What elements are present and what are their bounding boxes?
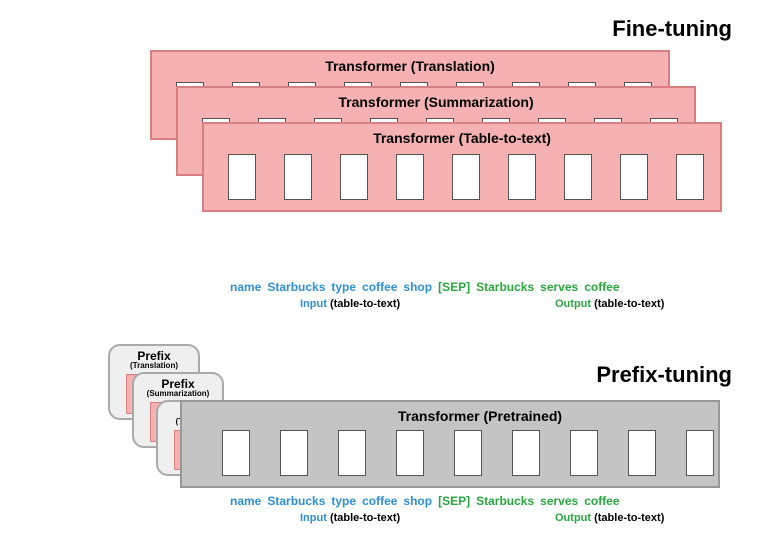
input-token: Starbucks xyxy=(267,494,325,508)
transformer-block-pretrained: Transformer (Pretrained) xyxy=(180,400,720,488)
input-token: type xyxy=(331,494,356,508)
transformer-block: Transformer (Table-to-text) xyxy=(202,122,722,212)
input-token: shop xyxy=(403,280,432,294)
transformer-slot xyxy=(228,154,256,200)
transformer-slot xyxy=(620,154,648,200)
output-task-2: (table-to-text) xyxy=(591,512,664,524)
transformer-slot xyxy=(512,430,540,476)
input-task-2: (table-to-text) xyxy=(327,512,400,524)
fine-tuning-title-text: Fine-tuning xyxy=(612,16,732,41)
input-caption-finetuning: Input (table-to-text) xyxy=(300,298,400,310)
output-label-2: Output xyxy=(555,512,591,524)
transformer-slot xyxy=(284,154,312,200)
output-caption-prefixtuning: Output (table-to-text) xyxy=(555,512,664,524)
sep-token: [SEP] xyxy=(438,494,470,508)
transformer-slot xyxy=(570,430,598,476)
input-token: coffee xyxy=(362,280,397,294)
input-label-2: Input xyxy=(300,512,327,524)
transformer-slot xyxy=(564,154,592,200)
output-token: serves xyxy=(540,494,578,508)
output-caption-finetuning: Output (table-to-text) xyxy=(555,298,664,310)
prefix-tuning-title: Prefix-tuning xyxy=(596,362,732,388)
transformer-slot xyxy=(452,154,480,200)
output-token: Starbucks xyxy=(476,494,534,508)
transformer-slot xyxy=(396,430,424,476)
sep-token: [SEP] xyxy=(438,280,470,294)
transformer-slot xyxy=(686,430,714,476)
input-token: type xyxy=(331,280,356,294)
input-token: Starbucks xyxy=(267,280,325,294)
input-token: name xyxy=(230,280,261,294)
input-token: shop xyxy=(403,494,432,508)
token-row-finetuning: name Starbucks type coffee shop [SEP] Starbuck… xyxy=(230,280,620,294)
transformer-block-title: Transformer (Translation) xyxy=(152,58,668,74)
transformer-slot xyxy=(628,430,656,476)
prefix-subtitle: (Summarization) xyxy=(134,390,222,398)
transformer-slot xyxy=(222,430,250,476)
input-label: Input xyxy=(300,298,327,310)
output-label: Output xyxy=(555,298,591,310)
input-task: (table-to-text) xyxy=(327,298,400,310)
token-row-prefixtuning: name Starbucks type coffee shop [SEP] Starbuck… xyxy=(230,494,620,508)
output-token: coffee xyxy=(584,280,619,294)
input-token: coffee xyxy=(362,494,397,508)
transformer-block-title: Transformer (Summarization) xyxy=(178,94,694,110)
transformer-block-title: Transformer (Pretrained) xyxy=(242,408,718,424)
input-caption-prefixtuning: Input (table-to-text) xyxy=(300,512,400,524)
transformer-slot xyxy=(280,430,308,476)
transformer-slot xyxy=(338,430,366,476)
prefix-tuning-title-text: Prefix-tuning xyxy=(596,362,732,387)
transformer-slot xyxy=(396,154,424,200)
output-token: Starbucks xyxy=(476,280,534,294)
transformer-slot xyxy=(454,430,482,476)
output-token: serves xyxy=(540,280,578,294)
transformer-slot xyxy=(340,154,368,200)
transformer-slot xyxy=(676,154,704,200)
fine-tuning-title: Fine-tuning xyxy=(612,16,732,42)
transformer-block-title: Transformer (Table-to-text) xyxy=(204,130,720,146)
output-task: (table-to-text) xyxy=(591,298,664,310)
input-token: name xyxy=(230,494,261,508)
output-token: coffee xyxy=(584,494,619,508)
transformer-slot xyxy=(508,154,536,200)
prefix-subtitle: (Translation) xyxy=(110,362,198,370)
